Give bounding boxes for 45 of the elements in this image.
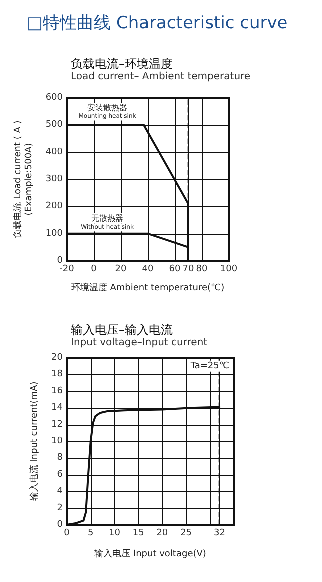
chart-subtitle: Input voltage–Input current bbox=[71, 338, 208, 348]
y-tick-label: 14 bbox=[52, 403, 64, 414]
x-tick-label: 10 bbox=[108, 528, 121, 538]
annotation: Ta=25℃ bbox=[190, 361, 230, 372]
y-tick-label: 10 bbox=[52, 436, 64, 446]
x-tick-label: 5 bbox=[88, 528, 94, 538]
y-axis-title: 负载电流 Load current ( A ) (Example:500A) bbox=[12, 120, 34, 238]
y-tick-label: 20 bbox=[52, 353, 64, 363]
y-tick-label: 8 bbox=[57, 453, 64, 464]
x-tick-label: 40 bbox=[142, 264, 154, 274]
text: □特性曲线 Characteristic curve bbox=[27, 14, 288, 34]
x-axis-title: 输入电压 Input voltage(V) bbox=[94, 548, 206, 560]
x-tick-label: 0 bbox=[91, 264, 98, 274]
y-tick-label: 6 bbox=[57, 470, 64, 480]
x-tick-label: 70 bbox=[182, 264, 194, 274]
y-tick-label: 12 bbox=[52, 420, 63, 430]
y-tick-label: 0 bbox=[57, 256, 64, 266]
y-axis-title: 输入电流 Input current(mA) bbox=[29, 382, 40, 502]
y-tick-label: 16 bbox=[52, 386, 64, 396]
x-tick-label: 32 bbox=[214, 528, 226, 538]
y-tick-label: 2 bbox=[57, 503, 63, 514]
y-tick-label: 4 bbox=[57, 486, 64, 497]
annotation: 安装散热器 bbox=[88, 104, 128, 113]
x-tick-label: -20 bbox=[60, 264, 75, 274]
y-tick-label: 18 bbox=[52, 370, 64, 380]
x-tick-label: 100 bbox=[220, 264, 238, 274]
annotation: 无散热器 bbox=[92, 214, 124, 223]
y-tick-label: 200 bbox=[46, 202, 64, 212]
x-axis-title: 环境温度 Ambient temperature(℃) bbox=[71, 282, 225, 294]
x-tick-label: 80 bbox=[196, 264, 208, 274]
x-tick-label: 20 bbox=[156, 528, 168, 538]
x-tick-label: 20 bbox=[115, 264, 127, 274]
x-tick-label: 15 bbox=[132, 528, 144, 538]
y-tick-label: 100 bbox=[46, 228, 64, 239]
chart-subtitle: Load current– Ambient temperature bbox=[71, 72, 251, 82]
y-tick-label: 600 bbox=[46, 93, 64, 103]
y-tick-label: 500 bbox=[46, 120, 64, 130]
x-tick-label: 0 bbox=[64, 528, 70, 538]
chart-title: 负载电流–环境温度 bbox=[71, 57, 173, 71]
x-tick-label: 60 bbox=[169, 264, 181, 274]
y-tick-label: 400 bbox=[46, 147, 64, 158]
y-tick-label: 0 bbox=[57, 520, 64, 530]
x-tick-label: 25 bbox=[180, 528, 192, 538]
chart-title: 输入电压–输入电流 bbox=[71, 323, 173, 337]
y-tick-label: 300 bbox=[46, 174, 64, 184]
